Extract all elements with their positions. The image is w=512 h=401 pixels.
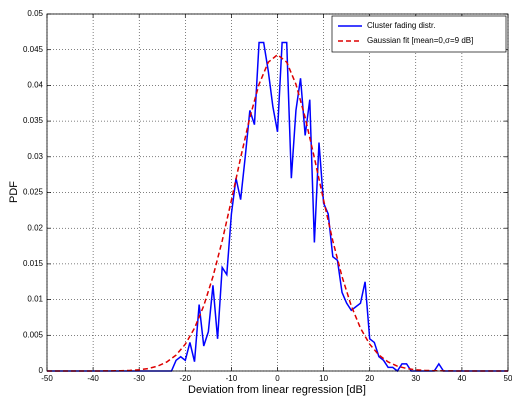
y-tick-label: 0.015	[23, 259, 44, 268]
x-tick-label: -10	[226, 374, 238, 383]
x-tick-label: -30	[133, 374, 145, 383]
x-tick-label: 0	[275, 374, 280, 383]
y-axis-label: PDF	[8, 181, 20, 203]
y-tick-label: 0.01	[27, 295, 43, 304]
x-tick-label: 40	[457, 374, 466, 383]
y-tick-label: 0	[39, 366, 44, 375]
x-tick-label: 30	[411, 374, 420, 383]
x-tick-label: 20	[365, 374, 374, 383]
x-tick-label: 10	[319, 374, 328, 383]
plot-frame	[46, 13, 509, 372]
x-tick-label: -50	[41, 374, 53, 383]
y-tick-label: 0.005	[23, 330, 44, 339]
y-tick-label: 0.02	[27, 223, 43, 232]
x-axis-label: Deviation from linear regression [dB]	[188, 384, 366, 396]
x-tick-label: -20	[180, 374, 192, 383]
y-tick-label: 0.05	[27, 9, 43, 18]
x-tick-label: 50	[504, 374, 512, 383]
y-tick-label: 0.035	[23, 116, 44, 125]
x-tick-label: -40	[87, 374, 99, 383]
y-tick-label: 0.03	[27, 152, 43, 161]
y-tick-label: 0.025	[23, 188, 44, 197]
series-line	[47, 41, 508, 373]
y-tick-label: 0.045	[23, 45, 44, 54]
legend-label: Gaussian fit [mean=0,σ=9 dB]	[367, 36, 473, 45]
legend-box	[331, 15, 507, 53]
series-line	[47, 53, 508, 372]
legend-label: Cluster fading distr.	[367, 21, 435, 30]
y-tick-label: 0.04	[27, 81, 43, 90]
